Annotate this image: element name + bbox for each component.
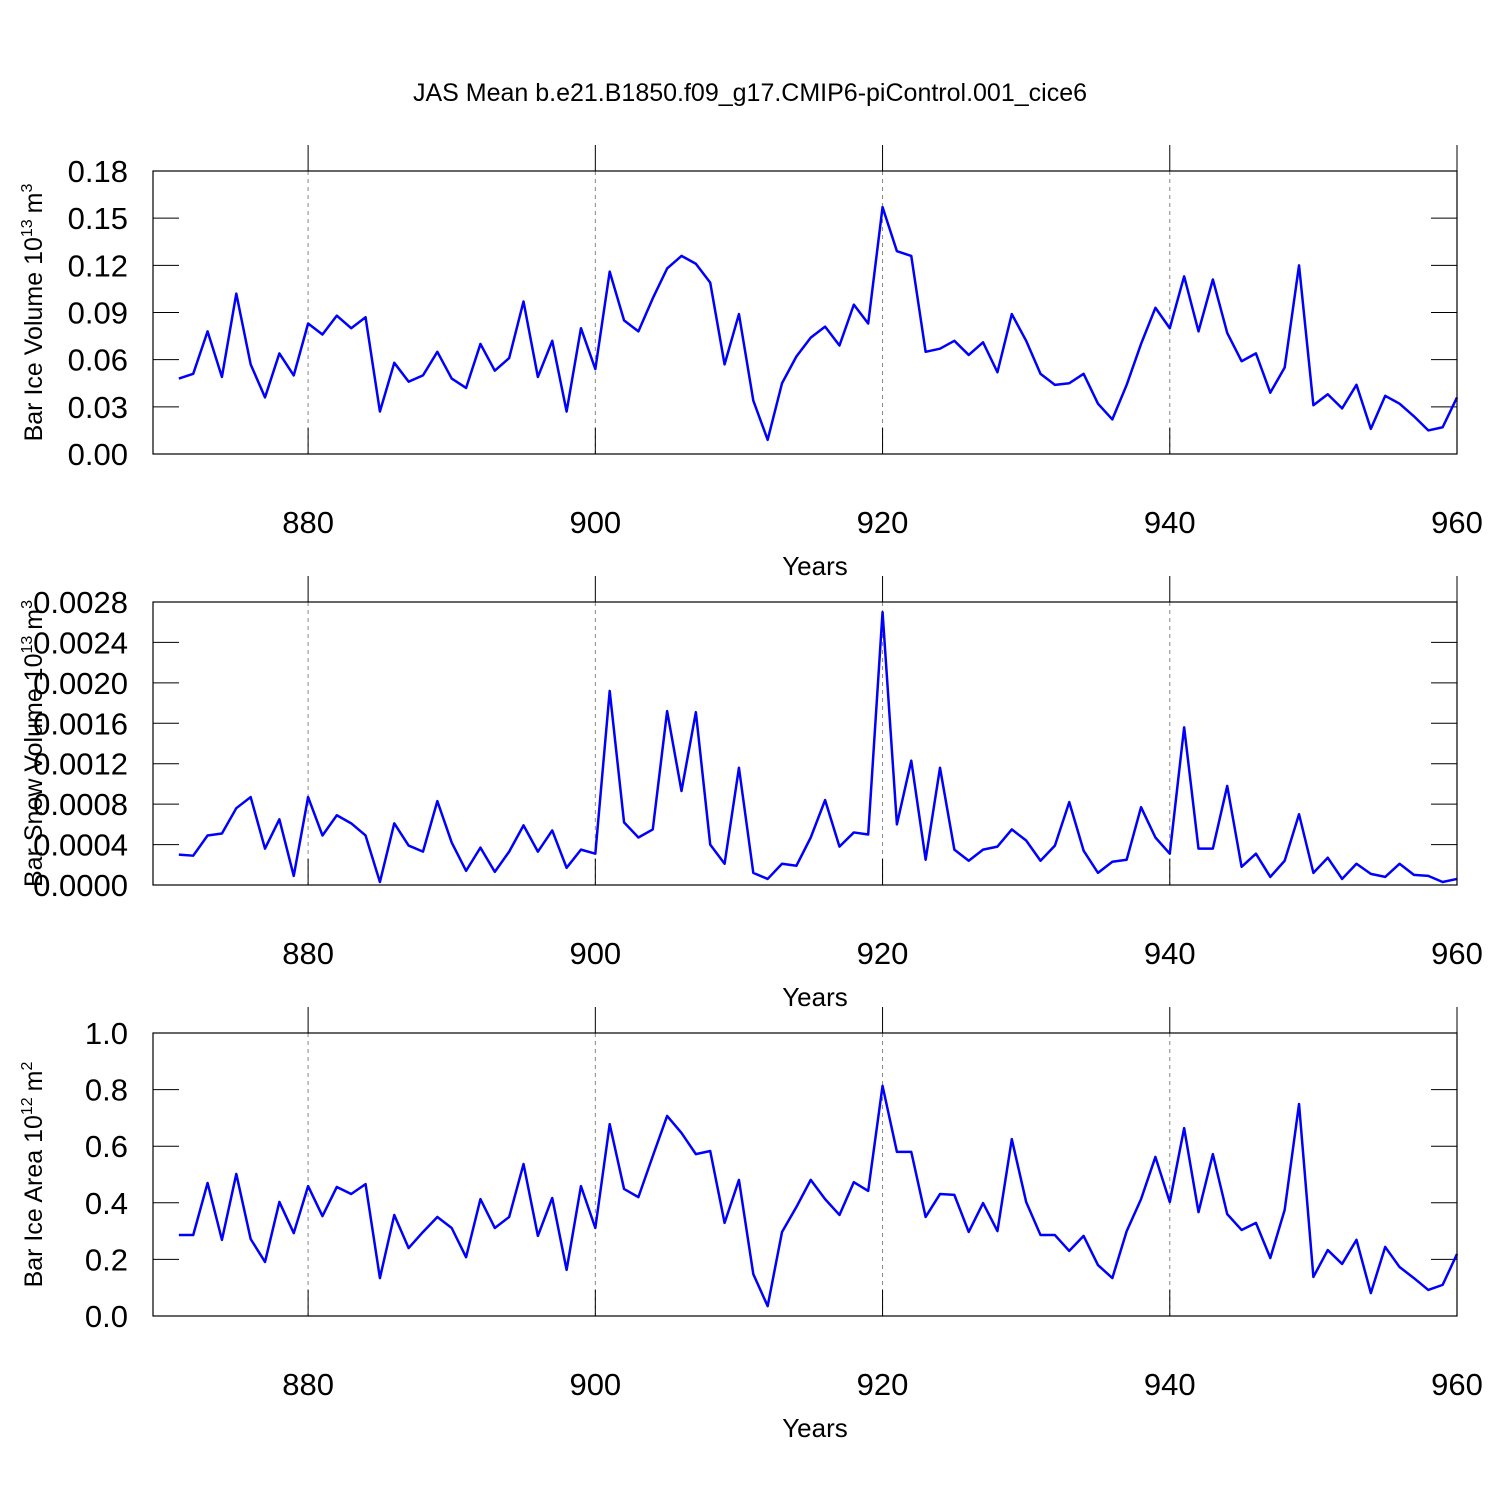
y-label-unit: m (20, 1070, 48, 1091)
y-label-unit-power: 3 (19, 600, 36, 609)
y-tick-label: 0.0 (85, 1299, 128, 1334)
x-tick-label: 920 (857, 1367, 909, 1402)
y-tick-label: 0.18 (68, 154, 128, 189)
y-label-text: Bar Ice Volume 10 (20, 237, 48, 441)
plot-frame (152, 601, 1458, 886)
y-axis-label: Bar Ice Volume 1013 m3 (19, 183, 48, 441)
x-axis-label: Years (782, 1413, 848, 1443)
data-line (178, 1084, 1459, 1308)
y-tick-label: 1.0 (85, 1016, 128, 1051)
x-axis-label: Years (782, 982, 848, 1012)
y-tick-label: 0.8 (85, 1073, 128, 1108)
y-label-text: Bar Ice Area 10 (20, 1115, 48, 1287)
y-tick-label: 0.06 (68, 343, 128, 378)
y-tick-label: 0.0000 (33, 868, 128, 903)
y-tick-label: 0.0012 (33, 747, 128, 782)
y-tick-label: 0.4 (85, 1186, 128, 1221)
y-label-text: Bar Snow Volume 10 (20, 654, 48, 887)
y-tick-label: 0.0016 (33, 706, 128, 741)
y-label-power: 13 (19, 636, 36, 654)
x-tick-label: 920 (857, 936, 909, 971)
y-label-power: 12 (19, 1097, 36, 1115)
plot-frame (152, 1032, 1458, 1317)
y-axis-label: Bar Snow Volume 1013 m3 (19, 600, 48, 887)
x-tick-label: 900 (569, 936, 621, 971)
x-tick-label: 920 (857, 505, 909, 540)
x-tick-label: 940 (1144, 1367, 1196, 1402)
y-tick-label: 0.0004 (33, 828, 128, 863)
x-axis-label: Years (782, 551, 848, 581)
y-tick-label: 0.2 (85, 1242, 128, 1277)
y-label-unit-power: 2 (19, 1061, 36, 1070)
y-label-unit: m (20, 192, 48, 213)
y-tick-label: 0.0020 (33, 666, 128, 701)
y-tick-label: 0.12 (68, 248, 128, 283)
x-tick-label: 880 (282, 1367, 334, 1402)
y-tick-label: 0.00 (68, 437, 128, 472)
x-tick-label: 900 (569, 1367, 621, 1402)
y-tick-label: 0.6 (85, 1129, 128, 1164)
y-tick-label: 0.0028 (33, 585, 128, 620)
data-line (178, 205, 1459, 442)
x-tick-label: 940 (1144, 936, 1196, 971)
y-tick-label: 0.09 (68, 296, 128, 331)
x-tick-label: 880 (282, 936, 334, 971)
plot-frame (152, 170, 1458, 455)
chart-title: JAS Mean b.e21.B1850.f09_g17.CMIP6-piCon… (413, 79, 1087, 107)
y-tick-label: 0.15 (68, 201, 128, 236)
y-label-power: 13 (19, 219, 36, 237)
y-axis-label-group: Bar Ice Volume 1013 m3 (19, 183, 48, 441)
y-label-unit-power: 3 (19, 183, 36, 192)
y-tick-label: 0.0008 (33, 787, 128, 822)
y-axis-label-group: Bar Snow Volume 1013 m3 (19, 600, 48, 887)
y-label-unit: m (20, 609, 48, 630)
y-axis-label-group: Bar Ice Area 1012 m2 (19, 1061, 48, 1287)
x-tick-label: 880 (282, 505, 334, 540)
x-tick-label: 960 (1431, 936, 1483, 971)
x-tick-label: 960 (1431, 505, 1483, 540)
y-tick-label: 0.03 (68, 390, 128, 425)
x-tick-label: 940 (1144, 505, 1196, 540)
y-axis-label: Bar Ice Area 1012 m2 (19, 1061, 48, 1287)
x-tick-label: 960 (1431, 1367, 1483, 1402)
x-tick-label: 900 (569, 505, 621, 540)
data-line (178, 610, 1458, 884)
y-tick-label: 0.0024 (33, 625, 128, 660)
